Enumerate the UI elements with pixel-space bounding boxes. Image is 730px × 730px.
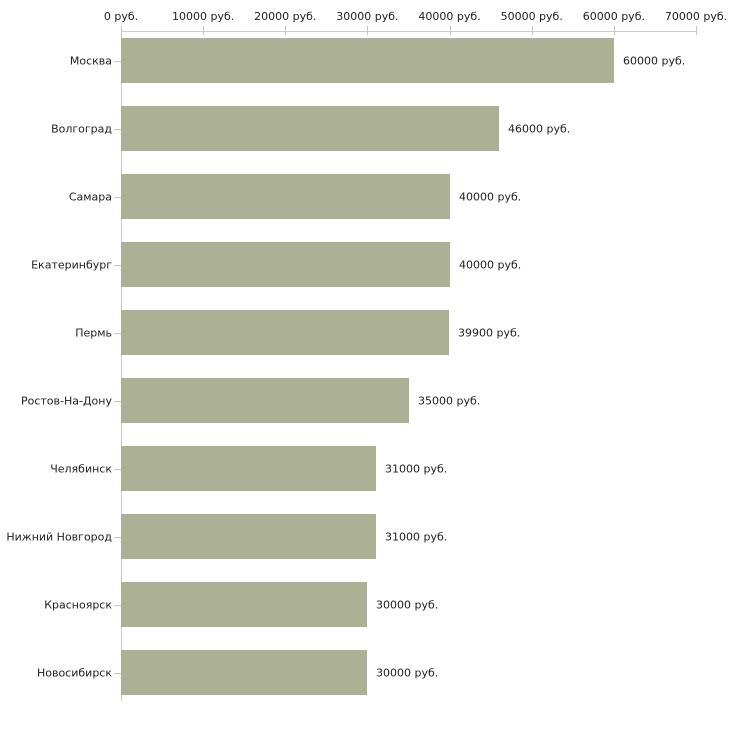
category-label: Челябинск: [50, 462, 112, 475]
bar: [121, 446, 376, 491]
bar-value-label: 35000 руб.: [418, 394, 481, 407]
bar: [121, 650, 367, 695]
x-axis-tick-label: 20000 руб.: [254, 10, 317, 23]
x-axis-tick-label: 0 руб.: [103, 10, 139, 23]
y-axis-tick: [114, 469, 121, 470]
bar: [121, 514, 376, 559]
x-axis-tick: [367, 26, 369, 35]
x-axis-tick-label: 10000 руб.: [172, 10, 235, 23]
bar-value-label: 31000 руб.: [385, 462, 448, 475]
y-axis-tick: [114, 537, 121, 538]
y-axis-tick: [114, 673, 121, 674]
bar-value-label: 46000 руб.: [508, 122, 571, 135]
bar: [121, 582, 367, 627]
y-axis-line: [121, 31, 122, 701]
x-axis-tick: [696, 26, 697, 35]
x-axis-tick: [449, 26, 451, 35]
y-axis-tick: [114, 61, 121, 62]
category-label: Красноярск: [44, 598, 112, 611]
bar: [121, 106, 499, 151]
x-axis-tick: [121, 26, 122, 35]
x-axis-tick: [285, 26, 287, 35]
x-axis-tick-label: 50000 руб.: [500, 10, 563, 23]
bar: [121, 174, 450, 219]
x-axis-line: [121, 31, 696, 32]
bar-value-label: 31000 руб.: [385, 530, 448, 543]
x-axis-tick-label: 60000 руб.: [582, 10, 645, 23]
category-label: Волгоград: [51, 122, 112, 135]
category-label: Новосибирск: [36, 666, 112, 679]
bar-value-label: 60000 руб.: [623, 54, 686, 67]
category-label: Москва: [69, 54, 112, 67]
y-axis-tick: [114, 197, 121, 198]
bar: [121, 38, 614, 83]
x-axis-tick: [203, 26, 205, 35]
x-axis-tick-label: 40000 руб.: [418, 10, 481, 23]
x-axis-tick: [613, 26, 615, 35]
bar-value-label: 40000 руб.: [459, 258, 522, 271]
bar-value-label: 39900 руб.: [458, 326, 521, 339]
y-axis-tick: [114, 129, 121, 130]
category-label: Екатеринбург: [31, 258, 112, 271]
bar-value-label: 30000 руб.: [376, 598, 439, 611]
category-label: Нижний Новгород: [6, 530, 112, 543]
x-axis-tick-label: 30000 руб.: [336, 10, 399, 23]
y-axis-tick: [114, 333, 121, 334]
x-axis-tick: [531, 26, 533, 35]
y-axis-tick: [114, 265, 121, 266]
bar-value-label: 30000 руб.: [376, 666, 439, 679]
y-axis-tick: [114, 605, 121, 606]
bar: [121, 310, 449, 355]
category-label: Самара: [68, 190, 112, 203]
category-label: Пермь: [75, 326, 112, 339]
category-label: Ростов-На-Дону: [20, 394, 112, 407]
bar: [121, 242, 450, 287]
y-axis-tick: [114, 401, 121, 402]
x-axis-tick-label: 70000 руб.: [664, 10, 728, 23]
bar: [121, 378, 409, 423]
bar-value-label: 40000 руб.: [459, 190, 522, 203]
